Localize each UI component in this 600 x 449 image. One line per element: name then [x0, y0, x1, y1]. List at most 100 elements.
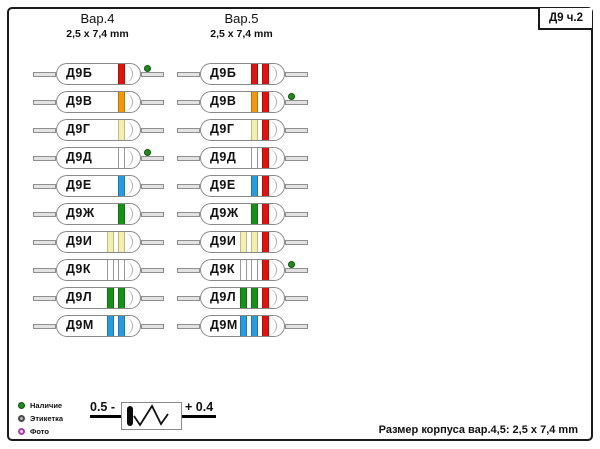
- right-lead: [285, 295, 308, 301]
- diode-body: Д9Е: [56, 175, 141, 197]
- variant-name: Вар.5: [224, 11, 259, 26]
- diode-label: Д9В: [210, 94, 237, 108]
- cap-arc: [122, 176, 133, 196]
- diode-label: Д9Г: [66, 122, 91, 136]
- legend-item-photo: Фото: [18, 425, 63, 438]
- band-blue: [240, 316, 247, 336]
- band-red: [262, 64, 269, 84]
- cap-arc: [122, 288, 133, 308]
- diode-label: Д9Ж: [66, 206, 95, 220]
- diode-row-д9м: Д9М: [177, 315, 308, 337]
- right-lead: [141, 99, 164, 105]
- diode-label: Д9Ж: [210, 206, 239, 220]
- variant-size: 2,5 x 7,4 mm: [210, 28, 273, 40]
- diode-body: Д9Ж: [56, 203, 141, 225]
- cap-arc: [266, 260, 277, 280]
- diode-row-д9б: Д9Б: [33, 63, 164, 85]
- diode-label: Д9И: [210, 234, 237, 248]
- diode-body: Д9Г: [200, 119, 285, 141]
- diode-body: Д9Б: [56, 63, 141, 85]
- left-lead: [177, 323, 200, 329]
- diode-label: Д9Б: [210, 66, 237, 80]
- diode-body: Д9В: [56, 91, 141, 113]
- band-red: [262, 148, 269, 168]
- left-lead: [177, 183, 200, 189]
- sheet-border: [7, 7, 593, 441]
- cap-arc: [266, 176, 277, 196]
- right-lead: [141, 295, 164, 301]
- left-lead: [33, 71, 56, 77]
- cathode-bar-icon: [127, 406, 133, 426]
- diode-label: Д9Г: [210, 122, 235, 136]
- right-lead: [285, 71, 308, 77]
- left-lead: [33, 183, 56, 189]
- diode-label: Д9Д: [210, 150, 237, 164]
- legend-label: Этикетка: [30, 414, 64, 423]
- left-lead: [177, 239, 200, 245]
- band-red: [262, 92, 269, 112]
- polarity-left-value: 0.5 -: [90, 400, 116, 414]
- diode-label: Д9Е: [210, 178, 236, 192]
- diode-row-д9л: Д9Л: [33, 287, 164, 309]
- band-yellow: [251, 232, 258, 252]
- band-green: [240, 288, 247, 308]
- availability-dot-icon: [18, 402, 25, 409]
- legend: Наличие Этикетка Фото: [18, 399, 63, 438]
- diode-body: Д9Л: [200, 287, 285, 309]
- diode-body: Д9Г: [56, 119, 141, 141]
- left-lead: [177, 295, 200, 301]
- diode-body: Д9М: [56, 315, 141, 337]
- left-lead: [177, 155, 200, 161]
- diode-body: Д9Ж: [200, 203, 285, 225]
- band-red: [251, 64, 258, 84]
- sheet-title: Д9 ч.2: [548, 12, 583, 24]
- right-lead: [285, 267, 308, 273]
- band-green: [251, 204, 258, 224]
- band-red: [262, 120, 269, 140]
- diode-label: Д9К: [210, 262, 235, 276]
- diode-body: Д9Л: [56, 287, 141, 309]
- diode-row-д9г: Д9Г: [33, 119, 164, 141]
- band-white: [251, 260, 258, 280]
- band-red: [262, 260, 269, 280]
- diode-body: Д9Д: [56, 147, 141, 169]
- right-lead: [285, 211, 308, 217]
- diode-body: Д9Е: [200, 175, 285, 197]
- diode-row-д9г: Д9Г: [177, 119, 308, 141]
- diode-body: Д9К: [200, 259, 285, 281]
- diode-label: Д9Е: [66, 178, 92, 192]
- right-lead: [285, 99, 308, 105]
- diode-label: Д9И: [66, 234, 93, 248]
- photo-dot-icon: [18, 428, 25, 435]
- diode-row-д9ж: Д9Ж: [177, 203, 308, 225]
- left-lead: [177, 211, 200, 217]
- diode-body: Д9И: [200, 231, 285, 253]
- right-lead: [141, 127, 164, 133]
- availability-dot-icon: [288, 93, 295, 100]
- band-white: [118, 260, 125, 280]
- band-red: [262, 204, 269, 224]
- band-white: [240, 260, 247, 280]
- right-lead: [141, 71, 164, 77]
- diode-row-д9л: Д9Л: [177, 287, 308, 309]
- label-dot-icon: [18, 415, 25, 422]
- diode-label: Д9Д: [66, 150, 93, 164]
- band-blue: [107, 316, 114, 336]
- band-red: [118, 64, 125, 84]
- availability-dot-icon: [144, 149, 151, 156]
- left-lead: [177, 267, 200, 273]
- cap-arc: [122, 92, 133, 112]
- diode-body: Д9В: [200, 91, 285, 113]
- diode-row-д9е: Д9Е: [177, 175, 308, 197]
- cap-arc: [266, 64, 277, 84]
- band-red: [262, 232, 269, 252]
- availability-dot-icon: [288, 261, 295, 268]
- left-lead: [33, 267, 56, 273]
- diode-label: Д9Б: [66, 66, 93, 80]
- right-lead: [141, 155, 164, 161]
- legend-item-label: Этикетка: [18, 412, 63, 425]
- cap-arc: [122, 204, 133, 224]
- band-green: [118, 288, 125, 308]
- column-header-var5: Вар.5 2,5 x 7,4 mm: [177, 11, 306, 40]
